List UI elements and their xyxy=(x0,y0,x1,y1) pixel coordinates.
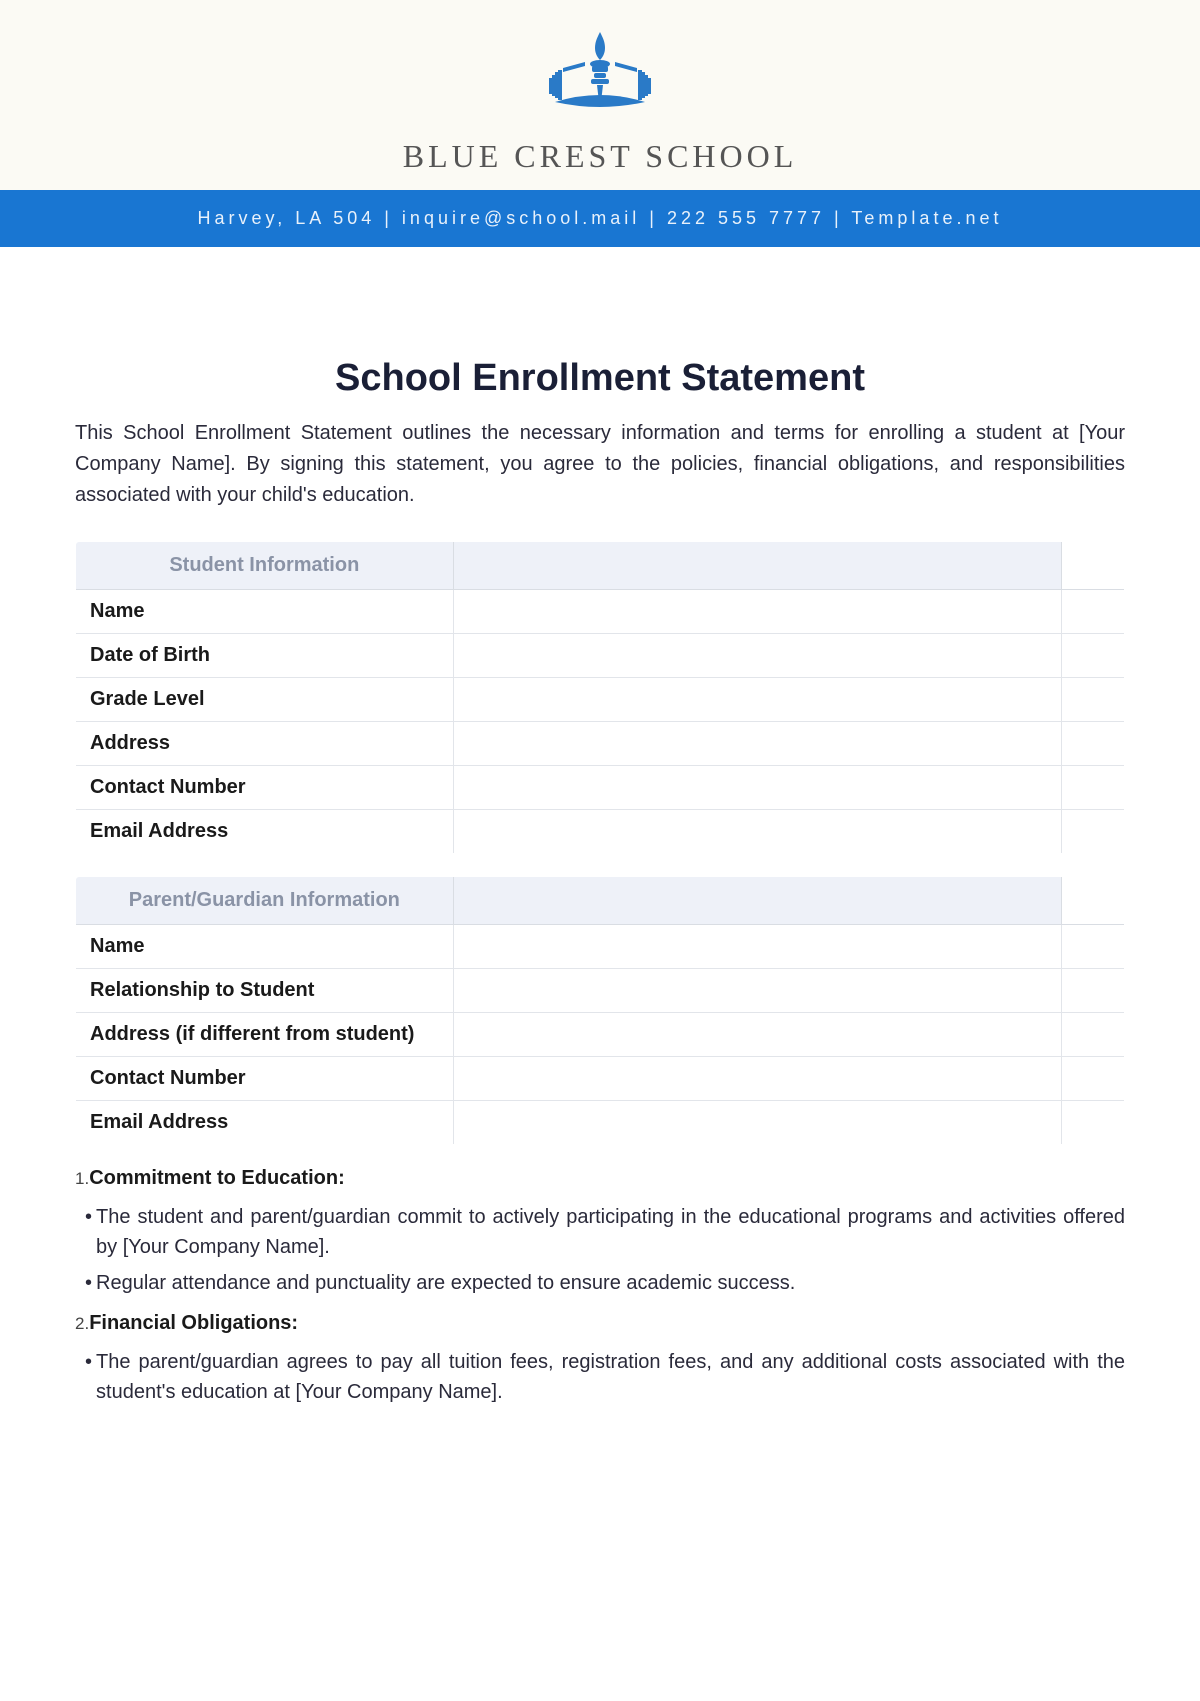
row-spacer xyxy=(1062,634,1125,678)
table-row: Name xyxy=(76,925,1125,969)
row-label: Email Address xyxy=(76,810,454,854)
student-info-table: Student Information NameDate of BirthGra… xyxy=(75,541,1125,854)
bullet-item: •The parent/guardian agrees to pay all t… xyxy=(75,1347,1125,1407)
bullet-item: •The student and parent/guardian commit … xyxy=(75,1202,1125,1262)
bullet-dot-icon: • xyxy=(85,1268,92,1298)
student-table-header: Student Information xyxy=(76,542,454,590)
bullet-text: The student and parent/guardian commit t… xyxy=(96,1202,1125,1262)
table-row: Relationship to Student xyxy=(76,969,1125,1013)
row-value[interactable] xyxy=(453,1013,1061,1057)
row-label: Contact Number xyxy=(76,1057,454,1101)
guardian-table-header: Parent/Guardian Information xyxy=(76,877,454,925)
row-label: Relationship to Student xyxy=(76,969,454,1013)
term-number: 2. xyxy=(75,1314,89,1334)
table-row: Email Address xyxy=(76,810,1125,854)
term-heading: 2.Financial Obligations: xyxy=(75,1312,1125,1335)
row-value[interactable] xyxy=(453,1101,1061,1145)
guardian-table-header-spacer xyxy=(1062,877,1125,925)
table-row: Contact Number xyxy=(76,1057,1125,1101)
row-label: Contact Number xyxy=(76,766,454,810)
row-label: Address (if different from student) xyxy=(76,1013,454,1057)
row-spacer xyxy=(1062,925,1125,969)
term-heading: 1.Commitment to Education: xyxy=(75,1167,1125,1190)
row-value[interactable] xyxy=(453,590,1061,634)
row-value[interactable] xyxy=(453,925,1061,969)
row-label: Email Address xyxy=(76,1101,454,1145)
row-spacer xyxy=(1062,722,1125,766)
table-row: Address (if different from student) xyxy=(76,1013,1125,1057)
row-spacer xyxy=(1062,678,1125,722)
student-table-header-blank xyxy=(453,542,1061,590)
document-content: School Enrollment Statement This School … xyxy=(0,247,1200,1461)
row-value[interactable] xyxy=(453,766,1061,810)
row-label: Name xyxy=(76,925,454,969)
row-spacer xyxy=(1062,590,1125,634)
table-row: Grade Level xyxy=(76,678,1125,722)
term-bullets: •The parent/guardian agrees to pay all t… xyxy=(75,1347,1125,1407)
bullet-text: Regular attendance and punctuality are e… xyxy=(96,1268,1125,1298)
bullet-dot-icon: • xyxy=(85,1202,92,1232)
row-value[interactable] xyxy=(453,678,1061,722)
row-value[interactable] xyxy=(453,969,1061,1013)
term-bullets: •The student and parent/guardian commit … xyxy=(75,1202,1125,1298)
header-area: BLUE CREST SCHOOL Harvey, LA 504 | inqui… xyxy=(0,0,1200,247)
row-value[interactable] xyxy=(453,810,1061,854)
bullet-dot-icon: • xyxy=(85,1347,92,1377)
row-label: Grade Level xyxy=(76,678,454,722)
guardian-info-table: Parent/Guardian Information NameRelation… xyxy=(75,876,1125,1145)
table-row: Email Address xyxy=(76,1101,1125,1145)
bullet-text: The parent/guardian agrees to pay all tu… xyxy=(96,1347,1125,1407)
table-row: Date of Birth xyxy=(76,634,1125,678)
logo-area: BLUE CREST SCHOOL xyxy=(0,30,1200,190)
row-label: Name xyxy=(76,590,454,634)
table-row: Name xyxy=(76,590,1125,634)
table-row: Address xyxy=(76,722,1125,766)
row-value[interactable] xyxy=(453,722,1061,766)
guardian-table-header-blank xyxy=(453,877,1061,925)
school-name: BLUE CREST SCHOOL xyxy=(0,138,1200,175)
term-title: Commitment to Education: xyxy=(89,1167,345,1190)
row-spacer xyxy=(1062,1057,1125,1101)
row-label: Date of Birth xyxy=(76,634,454,678)
row-spacer xyxy=(1062,766,1125,810)
row-spacer xyxy=(1062,1013,1125,1057)
row-value[interactable] xyxy=(453,1057,1061,1101)
term-title: Financial Obligations: xyxy=(89,1312,298,1335)
student-table-header-spacer xyxy=(1062,542,1125,590)
row-spacer xyxy=(1062,969,1125,1013)
intro-paragraph: This School Enrollment Statement outline… xyxy=(75,418,1125,511)
contact-bar: Harvey, LA 504 | inquire@school.mail | 2… xyxy=(0,190,1200,247)
document-title: School Enrollment Statement xyxy=(75,357,1125,400)
table-row: Contact Number xyxy=(76,766,1125,810)
row-spacer xyxy=(1062,1101,1125,1145)
school-logo-icon xyxy=(535,30,665,125)
row-spacer xyxy=(1062,810,1125,854)
term-number: 1. xyxy=(75,1169,89,1189)
row-value[interactable] xyxy=(453,634,1061,678)
bullet-item: •Regular attendance and punctuality are … xyxy=(75,1268,1125,1298)
row-label: Address xyxy=(76,722,454,766)
terms-list: 1.Commitment to Education:•The student a… xyxy=(75,1167,1125,1407)
